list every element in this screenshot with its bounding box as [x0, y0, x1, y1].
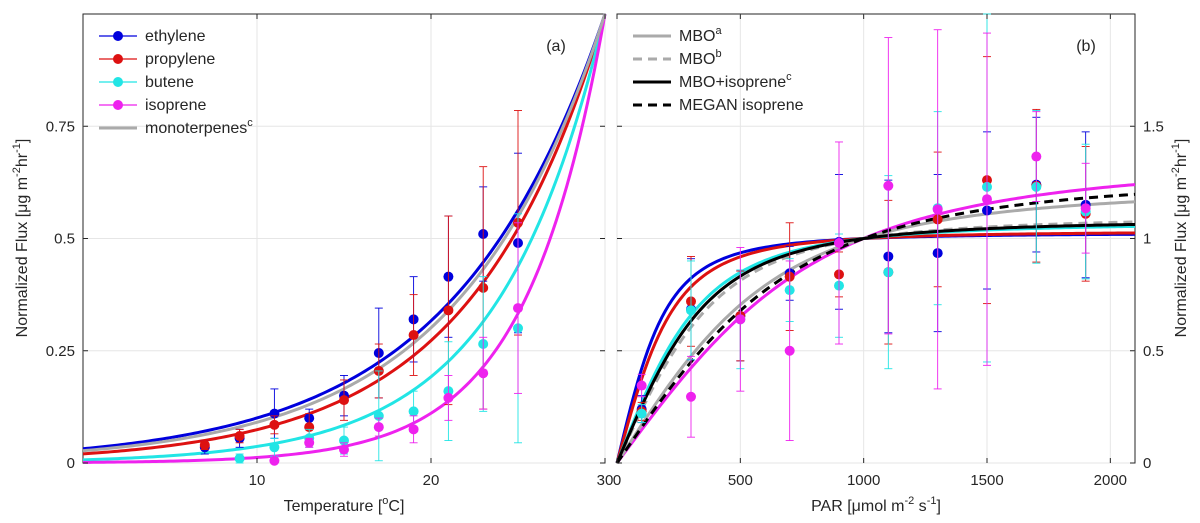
- data-point-butene: [234, 453, 245, 464]
- data-point-isoprene: [883, 180, 894, 191]
- y-tick-label: 0.25: [46, 343, 75, 360]
- data-point-propylene: [408, 330, 419, 341]
- y-tick-label: 1: [1143, 231, 1151, 248]
- data-point-isoprene: [373, 422, 384, 433]
- data-point-propylene: [339, 395, 349, 406]
- data-point-isoprene: [735, 314, 746, 325]
- x-tick-label: 1500: [970, 472, 1003, 489]
- x-tick-label: 500: [728, 472, 753, 489]
- x-tick-label: 1000: [847, 472, 880, 489]
- legend-label-mbo: MBOb: [679, 48, 722, 68]
- panel-b-x-axis-label: PAR [μmol m-2 s-1]: [811, 495, 941, 515]
- panel-b-y-axis-label: Normalized Flux [μg m-2hr-1]: [1170, 139, 1190, 338]
- legend-marker-isoprene: [113, 100, 123, 110]
- y-tick-label: 1.5: [1143, 118, 1164, 135]
- x-tick-label: 30: [597, 472, 614, 489]
- data-point-propylene: [443, 305, 454, 316]
- data-point-propylene: [199, 440, 210, 451]
- x-tick-label: 0: [613, 472, 621, 489]
- data-point-isoprene: [408, 424, 419, 435]
- x-tick-label: 10: [249, 472, 266, 489]
- data-point-isoprene: [686, 391, 696, 402]
- legend-label-propylene: propylene: [145, 51, 215, 68]
- panel-b-label: (b): [1076, 38, 1096, 55]
- fit-curve-mbo-isoprene-c: [615, 222, 1136, 464]
- data-point-isoprene: [784, 345, 795, 356]
- legend-label-mbo: MBOa: [679, 25, 722, 45]
- data-point-isoprene: [269, 455, 280, 466]
- legend-marker-butene: [113, 77, 123, 87]
- panel-b-fit-curves: [615, 183, 1136, 464]
- legend-label-ethylene: ethylene: [145, 28, 206, 45]
- data-point-butene: [408, 406, 419, 417]
- legend-label-butene: butene: [145, 74, 194, 91]
- data-point-isoprene: [443, 392, 454, 403]
- x-tick-label: 20: [423, 472, 440, 489]
- data-point-butene: [269, 442, 280, 453]
- panel-a-temperature-chart: 10 20 30 0 0.25 0.5 0.75 (a) ethylene propylene…: [11, 13, 614, 515]
- series-isoprene: [636, 29, 1091, 441]
- y-tick-label: 0: [67, 455, 75, 472]
- data-point-isoprene: [932, 204, 943, 215]
- data-point-isoprene: [1031, 151, 1042, 162]
- data-point-propylene: [269, 419, 280, 430]
- data-point-isoprene: [339, 444, 349, 455]
- panel-a-legend: ethylene propylene butene isoprene monoterpe…: [99, 28, 253, 137]
- legend-label-monoterpenes: monoterpenesc: [145, 117, 253, 137]
- data-point-propylene: [234, 431, 245, 442]
- panel-b-legend: MBOa MBOb MBO+isoprenec MEGAN isoprene: [633, 25, 804, 114]
- panel-b-data-points: [636, 13, 1091, 441]
- data-point-isoprene: [636, 380, 647, 391]
- panel-b-ticks: 0 500 1000 1500 2000 0 0.5 1 1.5: [613, 14, 1164, 489]
- series-isoprene: [269, 222, 523, 466]
- data-point-isoprene: [834, 237, 844, 248]
- legend-label-mbo-isoprene: MBO+isoprenec: [679, 71, 792, 91]
- data-point-isoprene: [478, 368, 489, 379]
- legend-label-isoprene: isoprene: [145, 97, 206, 114]
- legend-label-megan-isoprene: MEGAN isoprene: [679, 97, 804, 114]
- x-tick-label: 2000: [1094, 472, 1127, 489]
- panel-a-label: (a): [546, 38, 566, 55]
- panel-a-data-points: [199, 110, 523, 466]
- data-point-isoprene: [1080, 203, 1091, 214]
- y-tick-label: 0.5: [1143, 343, 1164, 360]
- legend-marker-propylene: [113, 54, 123, 64]
- data-point-isoprene: [513, 303, 523, 314]
- y-tick-label: 0.75: [46, 118, 75, 135]
- y-tick-label: 0: [1143, 455, 1151, 472]
- y-tick-label: 0.5: [54, 231, 75, 248]
- fit-curve-megan-isoprene: [615, 192, 1136, 464]
- panel-a-y-axis-label: Normalized Flux [μg m-2hr-1]: [11, 139, 31, 338]
- panel-a-x-axis-label: Temperature [oC]: [284, 495, 405, 515]
- data-point-isoprene: [982, 194, 992, 205]
- legend-marker-ethylene: [113, 31, 123, 41]
- data-point-butene: [686, 305, 696, 316]
- panel-a-ticks: 10 20 30 0 0.25 0.5 0.75: [46, 14, 614, 489]
- data-point-isoprene: [304, 437, 315, 448]
- data-point-butene: [636, 408, 647, 419]
